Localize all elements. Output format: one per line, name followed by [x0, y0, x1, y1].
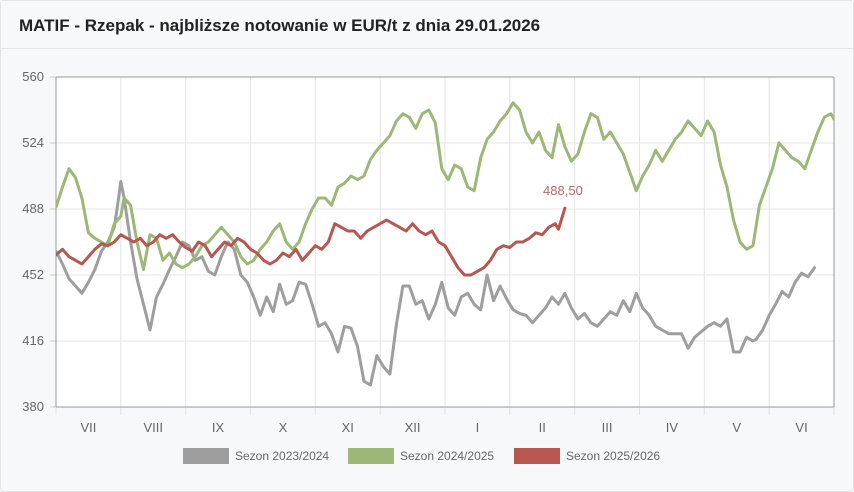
- x-tick-label: II: [539, 420, 546, 435]
- y-tick-label: 452: [22, 267, 44, 282]
- y-axis: 560 524 488 452 416 380: [22, 69, 835, 414]
- legend-item[interactable]: Sezon 2023/2024: [183, 448, 329, 464]
- x-tick-label: IX: [212, 420, 225, 435]
- y-tick-label: 524: [22, 135, 44, 150]
- series-line-sezon-2023-2024: [56, 180, 816, 387]
- legend-swatch: [183, 448, 229, 464]
- legend: Sezon 2023/2024 Sezon 2024/2025 Sezon 2025…: [183, 448, 660, 464]
- series-group: [56, 101, 834, 387]
- series-line-sezon-2025-2026: [56, 206, 567, 277]
- x-tick-label: XI: [342, 420, 354, 435]
- x-tick-label: IV: [666, 420, 679, 435]
- legend-item[interactable]: Sezon 2025/2026: [514, 448, 660, 464]
- x-axis: VII VIII IX X XI XII I II III IV V VI: [56, 406, 834, 435]
- x-tick-label: VI: [795, 420, 807, 435]
- x-tick-label: III: [602, 420, 613, 435]
- x-tick-label: VII: [80, 420, 96, 435]
- card-header: MATIF - Rzepak - najbliższe notowanie w …: [1, 1, 853, 49]
- y-tick-label: 380: [22, 399, 44, 414]
- series-line-sezon-2024-2025: [56, 101, 834, 271]
- legend-label: Sezon 2023/2024: [235, 449, 329, 463]
- legend-label: Sezon 2025/2026: [566, 449, 660, 463]
- legend-label: Sezon 2024/2025: [400, 449, 494, 463]
- y-tick-label: 488: [22, 201, 44, 216]
- last-value-label: 488,50: [543, 183, 583, 198]
- legend-swatch: [348, 448, 394, 464]
- x-tick-label: X: [279, 420, 288, 435]
- x-tick-label: XII: [405, 420, 421, 435]
- x-tick-label: I: [476, 420, 480, 435]
- y-tick-label: 560: [22, 69, 44, 84]
- legend-swatch: [514, 448, 560, 464]
- legend-item[interactable]: Sezon 2024/2025: [348, 448, 494, 464]
- x-tick-label: V: [732, 420, 741, 435]
- annotations: 488,50: [543, 183, 583, 198]
- chart-title: MATIF - Rzepak - najbliższe notowanie w …: [19, 16, 541, 35]
- x-tick-label: VIII: [143, 420, 163, 435]
- y-tick-label: 416: [22, 333, 44, 348]
